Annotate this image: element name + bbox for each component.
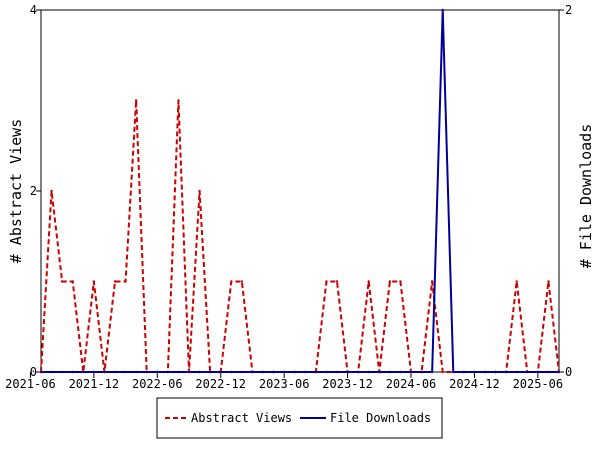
x-tick-label-7: 2024-12 xyxy=(449,377,500,391)
data-point-abstract-views-27 xyxy=(325,280,328,283)
data-point-file-downloads-34 xyxy=(399,370,402,374)
data-point-file-downloads-44 xyxy=(504,370,508,374)
data-point-file-downloads-7 xyxy=(113,370,117,374)
data-point-abstract-views-48 xyxy=(547,280,550,283)
data-point-file-downloads-29 xyxy=(346,370,349,374)
data-point-abstract-views-15 xyxy=(198,189,201,193)
data-point-abstract-views-31 xyxy=(367,280,370,283)
data-point-file-downloads-8 xyxy=(124,370,127,374)
data-point-abstract-views-34 xyxy=(399,280,402,283)
data-point-file-downloads-40 xyxy=(462,370,466,374)
plot-area xyxy=(40,9,560,373)
y-left-tick-label-2: 4 xyxy=(30,3,37,17)
x-tick-label-4: 2023-06 xyxy=(259,377,310,391)
data-point-file-downloads-47 xyxy=(536,370,540,374)
x-tick-label-2: 2022-06 xyxy=(132,377,183,391)
data-point-file-downloads-4 xyxy=(82,370,85,374)
data-point-file-downloads-42 xyxy=(483,370,487,374)
data-point-file-downloads-26 xyxy=(314,370,318,374)
data-point-file-downloads-12 xyxy=(166,370,170,374)
x-axis: 2021-06 2021-12 2022-06 2022-12 2023-06 2023-… xyxy=(5,372,563,391)
data-point-abstract-views-33 xyxy=(388,280,392,283)
data-point-file-downloads-15 xyxy=(198,370,201,374)
data-point-file-downloads-5 xyxy=(92,370,96,374)
y-axis-right: 02 xyxy=(559,3,572,379)
data-point-file-downloads-33 xyxy=(388,370,392,374)
data-point-abstract-views-18 xyxy=(230,280,233,283)
data-point-file-downloads-10 xyxy=(145,370,148,374)
y-axis-left-label: # Abstract Views xyxy=(7,119,25,264)
data-point-file-downloads-25 xyxy=(304,370,307,374)
data-point-file-downloads-37 xyxy=(430,370,434,374)
legend-label-file-downloads: File Downloads xyxy=(330,411,431,425)
y-axis-left: 0 2 4 xyxy=(30,3,41,379)
data-point-file-downloads-20 xyxy=(251,370,254,374)
data-point-file-downloads-39 xyxy=(452,370,455,374)
y-right-tick-label-1: 2 xyxy=(565,3,572,17)
legend: Abstract Views File Downloads xyxy=(156,397,443,439)
data-point-file-downloads-46 xyxy=(526,370,529,374)
data-point-file-downloads-1 xyxy=(50,370,53,374)
data-point-file-downloads-23 xyxy=(282,370,286,374)
data-point-abstract-views-19 xyxy=(240,280,244,283)
data-point-abstract-views-7 xyxy=(113,280,117,283)
data-point-file-downloads-43 xyxy=(494,370,497,374)
data-point-file-downloads-18 xyxy=(230,370,233,374)
y-right-tick-label-0: 0 xyxy=(565,365,572,379)
data-point-abstract-views-3 xyxy=(71,280,74,283)
data-point-abstract-views-13 xyxy=(177,99,180,102)
data-point-file-downloads-14 xyxy=(187,370,191,374)
data-point-abstract-views-38 xyxy=(441,370,444,374)
data-point-file-downloads-19 xyxy=(240,370,244,374)
data-point-file-downloads-35 xyxy=(409,370,413,374)
data-point-file-downloads-0 xyxy=(39,370,43,374)
data-point-abstract-views-1 xyxy=(50,189,53,193)
data-point-abstract-views-5 xyxy=(92,280,96,283)
x-tick-label-6: 2024-06 xyxy=(386,377,437,391)
x-tick-label-5: 2023-12 xyxy=(322,377,373,391)
data-point-file-downloads-38 xyxy=(441,8,444,12)
series-line-file-downloads xyxy=(41,9,559,373)
series-layer xyxy=(39,8,561,374)
data-point-file-downloads-6 xyxy=(103,370,106,374)
x-tick-label-3: 2022-12 xyxy=(195,377,246,391)
data-point-file-downloads-24 xyxy=(293,370,296,374)
data-point-file-downloads-36 xyxy=(420,370,423,374)
data-point-file-downloads-9 xyxy=(134,370,138,374)
data-point-file-downloads-3 xyxy=(71,370,74,374)
x-tick-label-0: 2021-06 xyxy=(5,377,56,391)
data-point-file-downloads-49 xyxy=(557,370,561,374)
data-point-file-downloads-45 xyxy=(515,370,518,374)
data-point-file-downloads-32 xyxy=(378,370,381,374)
y-left-tick-label-1: 2 xyxy=(30,184,37,198)
data-point-abstract-views-37 xyxy=(430,280,434,283)
data-point-file-downloads-30 xyxy=(356,370,360,374)
x-tick-label-1: 2021-12 xyxy=(69,377,120,391)
data-point-file-downloads-13 xyxy=(177,370,180,374)
data-point-file-downloads-17 xyxy=(219,370,222,374)
data-point-file-downloads-31 xyxy=(367,370,370,374)
x-tick-label-8: 2025-06 xyxy=(513,377,564,391)
series-line-abstract-views xyxy=(40,100,560,373)
data-point-file-downloads-28 xyxy=(335,370,339,374)
data-point-file-downloads-22 xyxy=(272,370,275,374)
legend-box xyxy=(156,397,443,439)
data-point-file-downloads-41 xyxy=(473,370,476,374)
data-point-abstract-views-2 xyxy=(60,280,64,283)
data-point-abstract-views-28 xyxy=(335,280,339,283)
data-point-file-downloads-27 xyxy=(325,370,328,374)
y-left-tick-label-0: 0 xyxy=(30,365,37,379)
data-point-file-downloads-2 xyxy=(60,370,64,374)
y-axis-right-label: # File Downloads xyxy=(577,124,595,269)
data-point-file-downloads-16 xyxy=(208,370,212,374)
legend-label-abstract-views: Abstract Views xyxy=(191,411,292,425)
data-point-file-downloads-48 xyxy=(547,370,550,374)
data-point-file-downloads-11 xyxy=(156,370,159,374)
data-point-abstract-views-45 xyxy=(515,280,518,283)
plot-frame xyxy=(40,9,560,373)
data-point-abstract-views-8 xyxy=(124,280,127,283)
data-point-abstract-views-9 xyxy=(134,99,138,102)
data-point-file-downloads-21 xyxy=(261,370,265,374)
